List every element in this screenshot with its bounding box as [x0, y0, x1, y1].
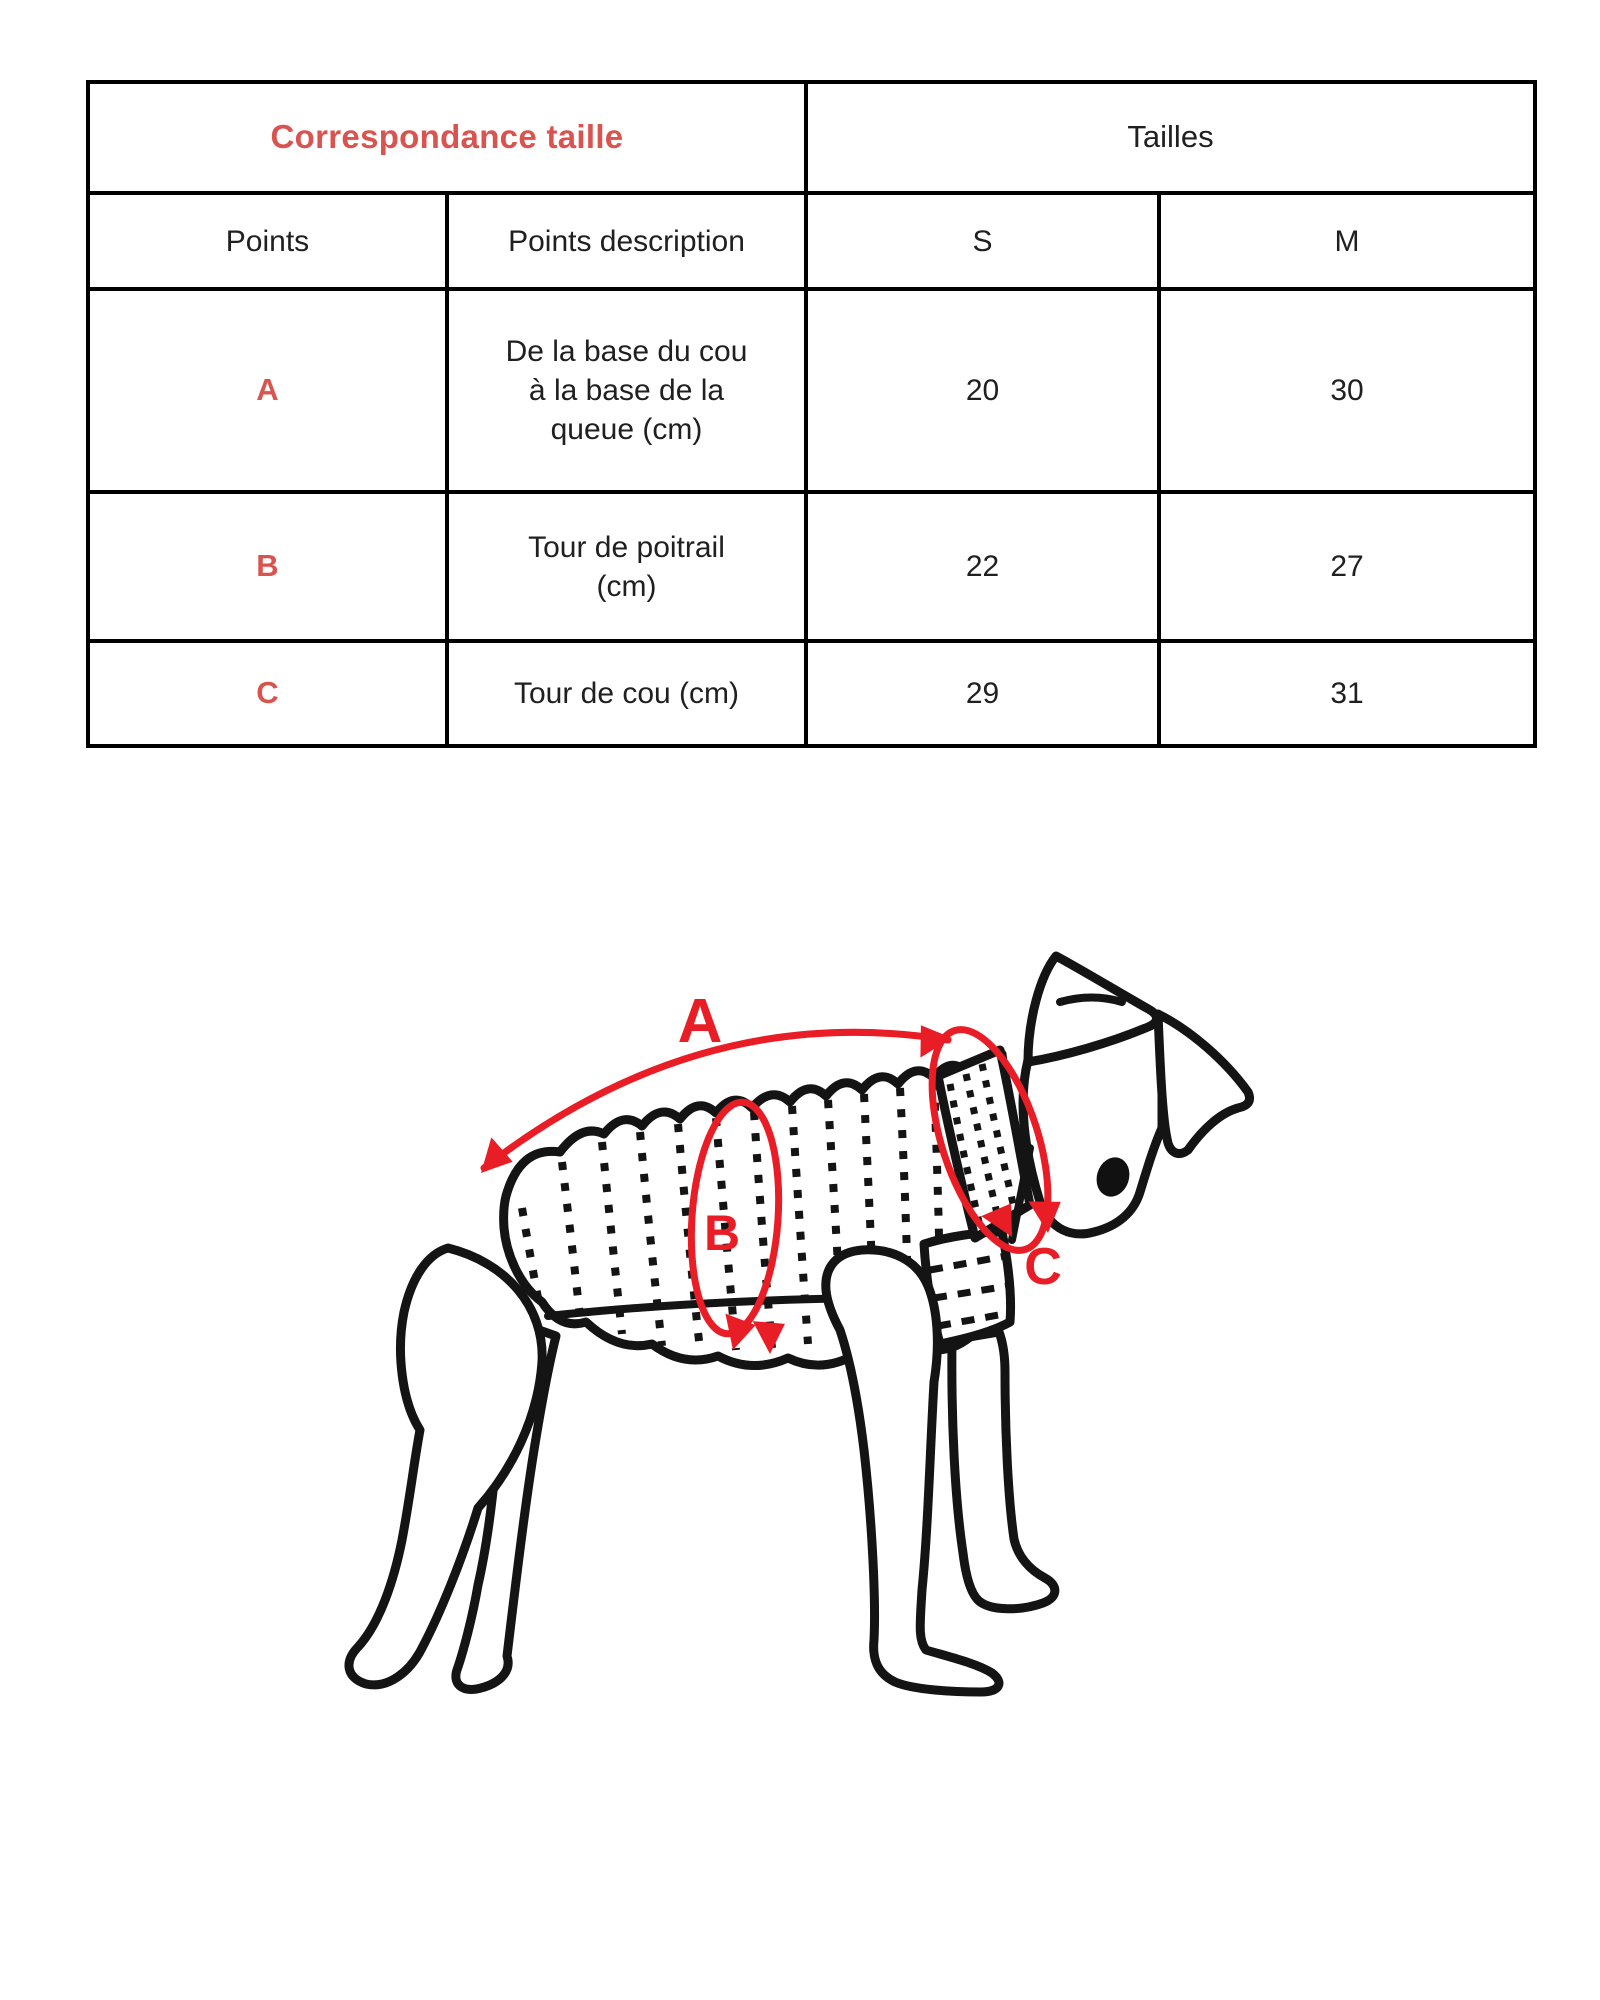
row-b-description: Tour de poitrail (cm) — [449, 494, 808, 643]
dog-neck-line — [1008, 1144, 1034, 1244]
size-correspondence-table: Correspondance taille Tailles Points Poi… — [86, 80, 1537, 748]
measure-b-ellipse — [687, 1098, 783, 1338]
row-a-description: De la base du cou à la base de la queue … — [449, 291, 808, 494]
dog-far-ear — [1153, 1009, 1254, 1158]
col-header-size-s: S — [808, 195, 1161, 291]
measure-c-ellipse — [928, 1026, 1052, 1254]
row-c-size-s: 29 — [808, 643, 1161, 744]
row-c-description-text: Tour de cou (cm) — [513, 677, 740, 710]
row-b-point: B — [90, 494, 449, 643]
arrowhead-c-right — [1028, 1201, 1061, 1233]
measurement-annotations: A B C — [480, 987, 1062, 1354]
row-a-point: A — [90, 291, 449, 494]
dog-diagram-svg: A B C — [344, 951, 1254, 1697]
dog-near-front-leg — [821, 1245, 1004, 1697]
col-header-points-description: Points description — [449, 195, 808, 291]
row-b-size-s: 22 — [808, 494, 1161, 643]
dog-measurement-diagram: A B C — [240, 930, 1300, 1760]
col-header-size-m: M — [1161, 195, 1533, 291]
diagram-label-c: C — [1024, 1238, 1062, 1296]
row-c-size-m: 31 — [1161, 643, 1533, 744]
arrowhead-a-right — [920, 1025, 952, 1058]
row-a-size-s: 20 — [808, 291, 1161, 494]
dog-head — [1008, 951, 1254, 1244]
row-a-size-m: 30 — [1161, 291, 1533, 494]
row-b-size-m: 27 — [1161, 494, 1533, 643]
row-c-point: C — [90, 643, 449, 744]
row-a-description-text: De la base du cou à la base de la queue … — [505, 335, 748, 446]
table-header-tailles: Tailles — [808, 84, 1533, 195]
arrowhead-b-left — [725, 1313, 756, 1350]
measure-a-arrow — [480, 1028, 952, 1172]
arrowhead-a-left — [481, 1137, 513, 1173]
dog-eye — [1096, 1157, 1130, 1197]
dog-far-front-leg — [947, 1327, 1060, 1614]
collar-stitches — [946, 1063, 1018, 1227]
near-ear-fold-line — [1056, 993, 1126, 1006]
arrowhead-b-right — [752, 1321, 785, 1354]
chest-flap-stitches — [929, 1252, 1009, 1330]
row-c-description: Tour de cou (cm) — [449, 643, 808, 744]
dog-near-ear — [1023, 951, 1161, 1067]
diagram-label-b: B — [704, 1205, 740, 1261]
dog-near-hind-leg — [344, 1243, 547, 1690]
arrowheads — [481, 1025, 1061, 1354]
table-header-correspondance: Correspondance taille — [90, 84, 808, 195]
row-b-description-text: Tour de poitrail (cm) — [528, 530, 725, 603]
col-header-points: Points — [90, 195, 449, 291]
diagram-label-a: A — [678, 987, 723, 1056]
arrowhead-c-left — [981, 1203, 1012, 1237]
